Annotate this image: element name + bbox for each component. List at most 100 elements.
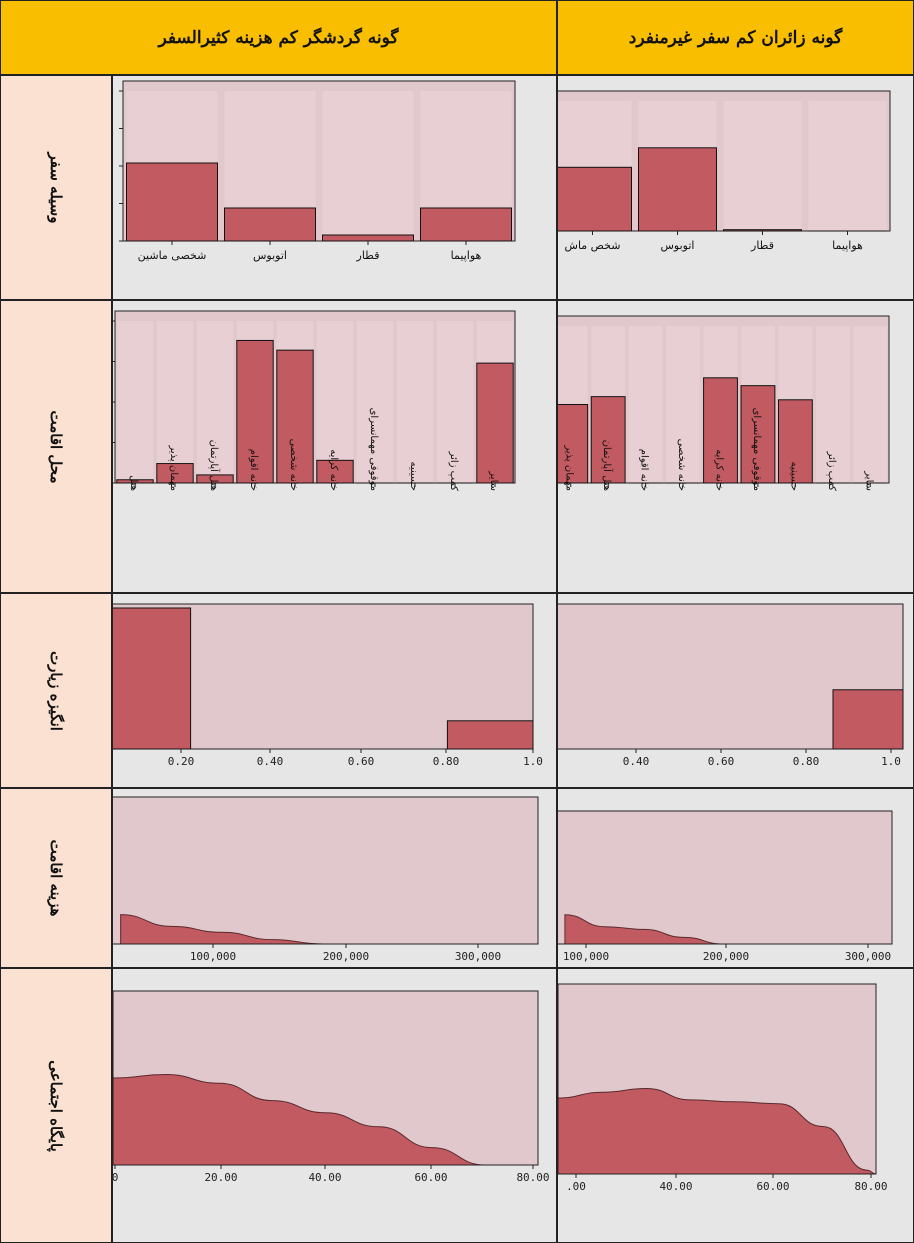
chart-2: شخص ماش اتوبوس قطار هواپیما [558,90,891,252]
x-tick-label: 0.80 [793,755,820,768]
category-label: مهمان پذیر [168,444,179,491]
column-header-2: گونه زائران کم سفر غیرمنفرد [557,0,914,75]
category-label: هواپیما [451,249,482,262]
bar [638,147,717,232]
category-label: حسینیه [408,461,419,491]
x-tick-label: 0.20 [168,755,195,768]
chart-cell-10: .00 40.00 60.00 80.00 [557,968,914,1243]
bar [723,229,802,232]
x-tick-label: 60.00 [756,1180,789,1193]
x-tick-label: 80.00 [516,1171,549,1184]
bar [420,207,512,242]
x-tick-label: 0 [113,1171,118,1184]
x-tick-label: 0.60 [708,755,735,768]
plot-frame [558,983,877,1175]
bar-slot [322,91,414,241]
x-tick-label: 40.00 [659,1180,692,1193]
x-tick-label: 20.00 [204,1171,237,1184]
category-label: حسینیه [788,461,799,491]
x-tick-label: 0.40 [257,755,284,768]
category-label: خانه کرایه [328,449,339,491]
bar-slot [356,321,394,483]
bar-slot [436,321,474,483]
category-label: مهمان پذیر [564,444,575,491]
bar [476,362,514,484]
x-tick-label: 100,000 [563,950,609,963]
chart-4: مهمان پذیر هتل آپارتمان خانه اقوام خانه شخص… [558,315,890,492]
x-tick-label: 200,000 [323,950,369,963]
row-label-cell-5: پایگاه اجتماعی [0,968,112,1243]
category-label: خانه شخصی [288,439,299,491]
chart-cell-1: شخصی ماشین اتوبوس قطار هواپیما [112,75,557,300]
x-tick-label: 100,000 [190,950,236,963]
bar [126,162,218,242]
row-label-cell-1: وسیله سفر [0,75,112,300]
category-label: سایر [863,470,874,491]
column-title-2: گونه زائران کم سفر غیرمنفرد [628,27,843,48]
category-label: اتوبوس [661,239,695,252]
row-label-1: وسیله سفر [47,151,65,224]
row-label-5: پایگاه اجتماعی [47,1059,65,1152]
category-label: شخصی ماشین [138,249,207,262]
category-label: هواپیما [832,239,863,252]
category-label: خانه اقوام [639,449,650,491]
bar-slot [723,101,802,231]
chart-7: 100,000 200,000 300,000 [113,796,539,963]
chart-8: 100,000 200,000 300,000 [558,810,893,963]
category-label: کمپ زائر [448,451,459,492]
row-label-2: محل اقامت [47,410,65,483]
x-tick-label: 40.00 [308,1171,341,1184]
category-label: خانه کرایه [714,449,725,491]
chart-cell-8: 100,000 200,000 300,000 [557,788,914,968]
histogram-bar [832,689,904,750]
x-tick-label: 0.60 [348,755,375,768]
plot-area [558,810,893,945]
chart-cell-9: 0 20.00 40.00 60.00 80.00 [112,968,557,1243]
bar [703,377,738,484]
plot-area [113,796,539,945]
row-label-4: هزینه اقامت [47,839,65,917]
category-label: قطار [750,239,774,252]
chart-cell-6: 00.400.600.801.0 [557,593,914,788]
bar [558,404,589,484]
x-tick-label: 0.80 [433,755,460,768]
column-header-1: گونه گردشگر کم هزینه کثیرالسفر [0,0,557,75]
category-label: خانه شخصی [676,439,687,491]
bar-slot [316,321,354,483]
category-label: موقوفی مهمانسرای [751,408,762,491]
column-title-1: گونه گردشگر کم هزینه کثیرالسفر [158,27,399,48]
bar-slot [666,326,700,483]
chart-cell-4: مهمان پذیر هتل آپارتمان خانه اقوام خانه شخص… [557,300,914,593]
x-tick-label: 60.00 [414,1171,447,1184]
bar-slot [815,326,850,483]
category-label: سایر [488,470,499,491]
bar-slot [156,321,194,483]
x-tick-label: 1.0 [881,755,901,768]
chart-6: 00.400.600.801.0 [558,603,904,768]
bar-slot [808,101,887,231]
chart-10: .00 40.00 60.00 80.00 [558,983,888,1193]
category-label: هتل [128,475,139,491]
category-label: خانه اقوام [248,449,259,491]
chart-3: هتل مهمان پذیر هتل آپارتمان خانه اقوام خانه … [113,310,516,492]
x-tick-label: 80.00 [854,1180,887,1193]
bar-slot [628,326,663,483]
row-label-3: انگیزه زیارت [47,650,65,731]
category-label: اتوبوس [253,249,287,262]
density-area [558,1087,877,1175]
chart-5: .00.200.400.600.801.0 [113,603,543,768]
bar [224,207,316,242]
category-label: هتل آپارتمان [208,440,221,491]
density-area [113,1074,538,1166]
histogram-bar [446,720,534,750]
x-tick-label: 1.0 [523,755,543,768]
bar-slot [396,321,434,483]
x-tick-label: 300,000 [845,950,891,963]
chart-cell-3: هتل مهمان پذیر هتل آپارتمان خانه اقوام خانه … [112,300,557,593]
chart-cell-5: .00.200.400.600.801.0 [112,593,557,788]
category-label: کمپ زائر [826,451,837,492]
row-label-cell-2: محل اقامت [0,300,112,593]
plot-frame [113,796,539,945]
chart-9: 0 20.00 40.00 60.00 80.00 [113,990,550,1184]
